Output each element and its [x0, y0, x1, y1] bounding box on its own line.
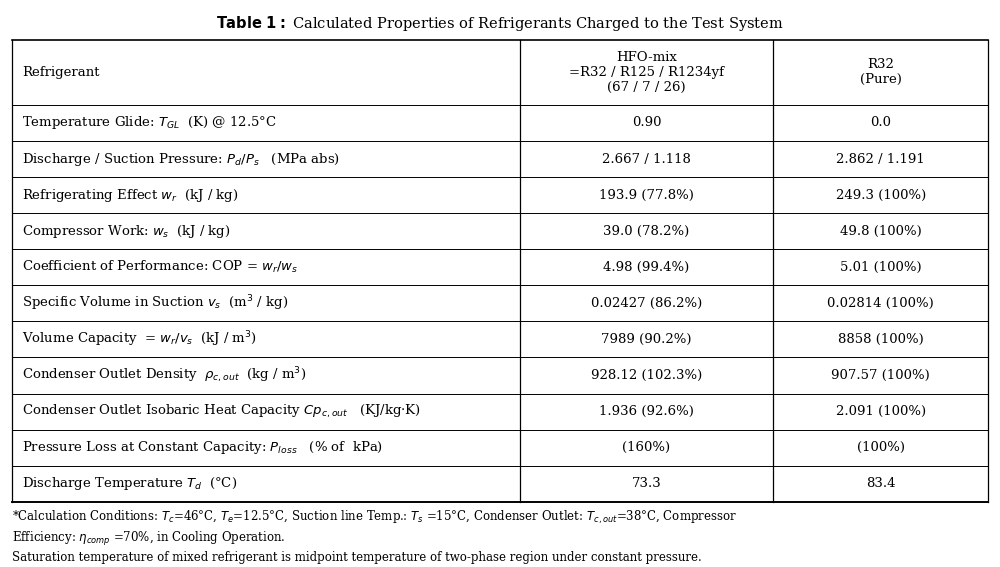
Text: 0.90: 0.90 [632, 116, 661, 129]
Text: 83.4: 83.4 [866, 477, 895, 490]
Text: Condenser Outlet Density  $\rho_{c,out}$  (kg / m$^3$): Condenser Outlet Density $\rho_{c,out}$ … [22, 366, 306, 386]
Text: Refrigerant: Refrigerant [22, 66, 100, 79]
Text: Saturation temperature of mixed refrigerant is midpoint temperature of two-phase: Saturation temperature of mixed refriger… [12, 551, 702, 564]
Text: R32
(Pure): R32 (Pure) [860, 58, 902, 86]
Text: 4.98 (99.4%): 4.98 (99.4%) [603, 261, 690, 274]
Text: Pressure Loss at Constant Capacity: $P_{loss}$   (% of  kPa): Pressure Loss at Constant Capacity: $P_{… [22, 439, 383, 456]
Text: Volume Capacity  = $w_r / v_s$  (kJ / m$^3$): Volume Capacity = $w_r / v_s$ (kJ / m$^3… [22, 329, 257, 349]
Text: 907.57 (100%): 907.57 (100%) [831, 369, 930, 382]
Text: Efficiency: $\eta_{comp}$ =70%, in Cooling Operation.: Efficiency: $\eta_{comp}$ =70%, in Cooli… [12, 530, 286, 548]
Text: Discharge Temperature $T_d$  (°C): Discharge Temperature $T_d$ (°C) [22, 475, 237, 492]
Text: Discharge / Suction Pressure: $P_d / P_s$   (MPa abs): Discharge / Suction Pressure: $P_d / P_s… [22, 150, 340, 167]
Text: 2.667 / 1.118: 2.667 / 1.118 [602, 153, 691, 166]
Text: 193.9 (77.8%): 193.9 (77.8%) [599, 189, 694, 202]
Text: Condenser Outlet Isobaric Heat Capacity $Cp_{c,out}$   (KJ/kg·K): Condenser Outlet Isobaric Heat Capacity … [22, 403, 421, 420]
Text: (160%): (160%) [622, 441, 670, 454]
Text: 2.091 (100%): 2.091 (100%) [836, 405, 926, 418]
Text: $\bf{Table\ 1:}$ Calculated Properties of Refrigerants Charged to the Test Syste: $\bf{Table\ 1:}$ Calculated Properties o… [216, 14, 784, 33]
Bar [12, 40, 988, 502]
Text: (100%): (100%) [857, 441, 905, 454]
Text: 73.3: 73.3 [632, 477, 661, 490]
Text: 8858 (100%): 8858 (100%) [838, 333, 924, 346]
Text: 249.3 (100%): 249.3 (100%) [836, 189, 926, 202]
Text: Specific Volume in Suction $v_s$  (m$^3$ / kg): Specific Volume in Suction $v_s$ (m$^3$ … [22, 294, 288, 313]
Text: Temperature Glide: $T_{GL}$  (K) @ 12.5°C: Temperature Glide: $T_{GL}$ (K) @ 12.5°C [22, 115, 277, 132]
Text: 0.0: 0.0 [870, 116, 891, 129]
Text: HFO-mix
=R32 / R125 / R1234yf
(67 / 7 / 26): HFO-mix =R32 / R125 / R1234yf (67 / 7 / … [569, 51, 724, 94]
Text: 1.936 (92.6%): 1.936 (92.6%) [599, 405, 694, 418]
Text: 5.01 (100%): 5.01 (100%) [840, 261, 921, 274]
Text: 0.02814 (100%): 0.02814 (100%) [827, 297, 934, 310]
Text: 7989 (90.2%): 7989 (90.2%) [601, 333, 692, 346]
Text: Coefficient of Performance: COP = $w_r / w_s$: Coefficient of Performance: COP = $w_r /… [22, 259, 298, 276]
Text: 39.0 (78.2%): 39.0 (78.2%) [603, 225, 690, 238]
Text: 928.12 (102.3%): 928.12 (102.3%) [591, 369, 702, 382]
Text: 0.02427 (86.2%): 0.02427 (86.2%) [591, 297, 702, 310]
Text: 49.8 (100%): 49.8 (100%) [840, 225, 922, 238]
Text: *Calculation Conditions: $T_c$=46°C, $T_e$=12.5°C, Suction line Temp.: $T_s$ =15: *Calculation Conditions: $T_c$=46°C, $T_… [12, 509, 737, 526]
Text: Compressor Work: $w_s$  (kJ / kg): Compressor Work: $w_s$ (kJ / kg) [22, 223, 231, 240]
Text: 2.862 / 1.191: 2.862 / 1.191 [836, 153, 925, 166]
Text: Refrigerating Effect $w_r$  (kJ / kg): Refrigerating Effect $w_r$ (kJ / kg) [22, 187, 238, 204]
